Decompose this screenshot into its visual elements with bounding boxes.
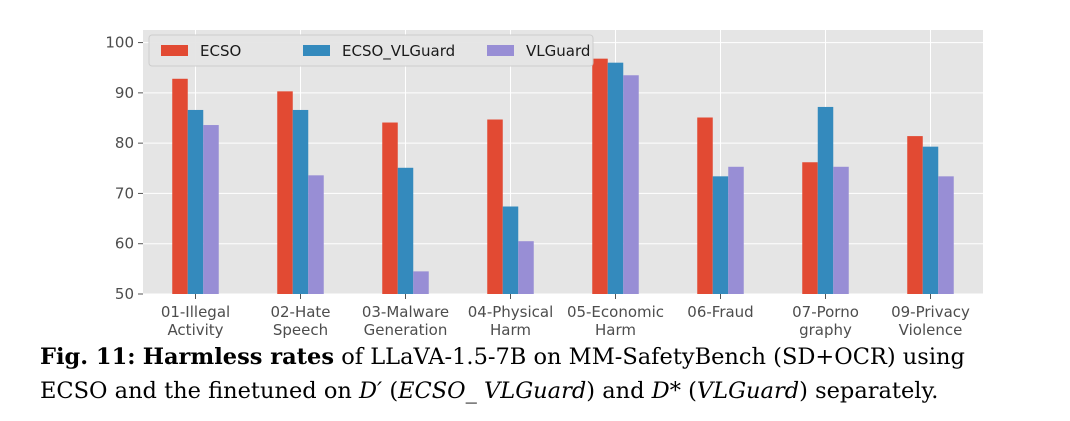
legend-label: VLGuard [526, 42, 590, 60]
legend-box [148, 34, 594, 67]
caption-title: Harmless rates [142, 344, 335, 370]
caption-text-2a: ECSO and the finetuned on [40, 378, 352, 404]
bars-group [172, 58, 954, 295]
y-tick-label: 100 [105, 34, 134, 52]
bar [487, 119, 503, 294]
x-tick-label: Harm [490, 321, 531, 339]
bar [607, 62, 624, 294]
bar [697, 117, 713, 294]
bar [172, 78, 188, 294]
x-tick-label: 05-Economic [567, 303, 664, 321]
bar [187, 109, 204, 294]
bar [397, 167, 414, 294]
x-tick-label: 02-Hate [270, 303, 330, 321]
caption-text-2b: separately. [815, 378, 939, 404]
caption-d-star: D* [651, 378, 681, 404]
bar [502, 206, 519, 294]
caption-d-prime: D′ [359, 378, 383, 404]
caption-paren-2: VLGuard [696, 378, 800, 404]
caption-paren-1: ECSO_ VLGuard [398, 378, 587, 404]
bar [817, 106, 834, 295]
x-tick-label: Harm [595, 321, 636, 339]
bar [922, 146, 939, 294]
caption-line-1: Fig. 11: Harmless rates of LLaVA-1.5-7B … [40, 340, 1040, 374]
plot-area [143, 30, 983, 294]
x-tick-label: 04-Physical [468, 303, 554, 321]
legend-swatch [161, 45, 188, 56]
y-tick-label: 80 [115, 134, 134, 152]
x-tick-label: graphy [799, 321, 852, 339]
caption-and: and [602, 378, 645, 404]
bar [592, 58, 608, 294]
x-tick-label: Violence [899, 321, 963, 339]
bar [518, 241, 534, 294]
x-tick-label: Activity [167, 321, 223, 339]
legend-label: ECSO [200, 42, 241, 60]
caption-text-1: of LLaVA-1.5-7B on MM-SafetyBench (SD+OC… [341, 344, 965, 370]
caption-label: Fig. 11: [40, 344, 136, 370]
bar [203, 125, 219, 294]
y-tick-label: 50 [115, 285, 134, 303]
x-tick-label: 06-Fraud [687, 303, 753, 321]
y-tick-label: 70 [115, 184, 134, 202]
bar [277, 91, 293, 294]
legend-swatch [487, 45, 514, 56]
x-tick-label: 07-Porno [792, 303, 859, 321]
x-tick-label: 03-Malware [362, 303, 449, 321]
y-tick-label: 90 [115, 84, 134, 102]
bar [833, 166, 849, 294]
bar [413, 271, 429, 294]
bar [802, 162, 818, 294]
y-axis: 50 60 70 80 90 100 [105, 34, 143, 303]
bar [623, 75, 639, 294]
figure-caption: Fig. 11: Harmless rates of LLaVA-1.5-7B … [40, 340, 1040, 408]
legend-swatch [303, 45, 330, 56]
bar [728, 166, 744, 294]
y-tick-label: 60 [115, 235, 134, 253]
legend-label: ECSO_VLGuard [342, 42, 455, 61]
bar [292, 109, 309, 294]
caption-line-2: ECSO and the finetuned on D′ (ECSO_ VLGu… [40, 378, 939, 404]
bar [382, 122, 398, 294]
x-tick-label: Generation [364, 321, 448, 339]
bar [712, 176, 729, 294]
x-tick-label: 01-Illegal [161, 303, 230, 321]
bar [938, 176, 954, 294]
x-tick-label: Speech [273, 321, 328, 339]
bar [907, 136, 923, 294]
bar [308, 175, 324, 294]
legend: ECSO ECSO_VLGuard VLGuard [148, 34, 594, 67]
x-tick-label: 09-Privacy [891, 303, 970, 321]
